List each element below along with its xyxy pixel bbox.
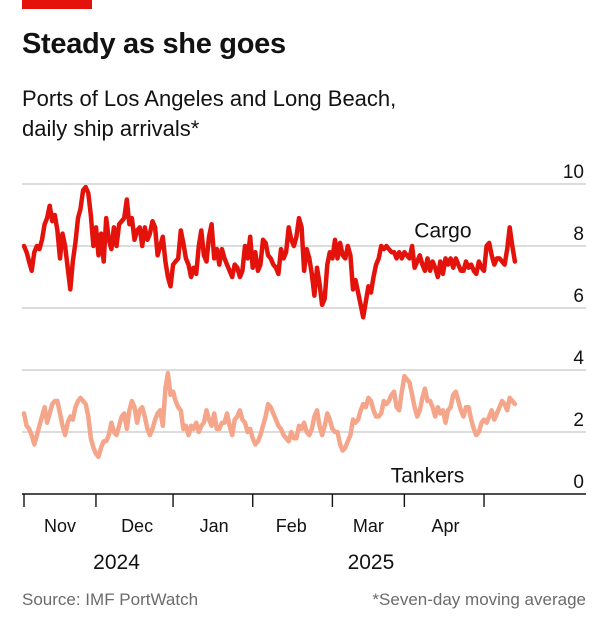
x-tick-label-dec: Dec — [121, 516, 153, 536]
x-axis: Nov Dec Jan Feb Mar Apr 2024 2025 — [22, 493, 586, 574]
chart-subtitle: Ports of Los Angeles and Long Beach, dai… — [22, 84, 502, 144]
source-note: Source: IMF PortWatch — [22, 590, 199, 609]
y-tick-label-10: 10 — [563, 162, 584, 183]
y-tick-label-2: 2 — [573, 410, 584, 431]
tankers-series-label: Tankers — [391, 464, 465, 487]
tankers-series-line — [21, 370, 518, 460]
y-tick-label-6: 6 — [573, 286, 584, 307]
x-year-label-2025: 2025 — [348, 551, 395, 574]
y-axis-tick-labels: 0 2 4 6 8 10 — [563, 162, 585, 493]
x-tick-label-jan: Jan — [200, 516, 229, 536]
y-tick-label-8: 8 — [573, 224, 584, 245]
subtitle-line-1: Ports of Los Angeles and Long Beach, — [22, 86, 397, 111]
y-tick-label-0: 0 — [573, 472, 584, 493]
x-tick-label-apr: Apr — [431, 516, 459, 536]
series-labels: Cargo Tankers — [391, 220, 472, 488]
cargo-series-line — [21, 184, 518, 320]
economist-red-tag — [22, 0, 92, 9]
x-tick-label-feb: Feb — [276, 516, 307, 536]
x-year-label-2024: 2024 — [93, 551, 140, 574]
x-tick-label-nov: Nov — [44, 516, 76, 536]
x-tick-label-mar: Mar — [353, 516, 384, 536]
subtitle-line-2: daily ship arrivals* — [22, 116, 200, 141]
cargo-series-label: Cargo — [414, 220, 471, 243]
series-lines — [21, 184, 518, 460]
y-tick-label-4: 4 — [573, 348, 584, 369]
chart-title: Steady as she goes — [22, 28, 286, 60]
footnote: *Seven-day moving average — [372, 590, 586, 609]
